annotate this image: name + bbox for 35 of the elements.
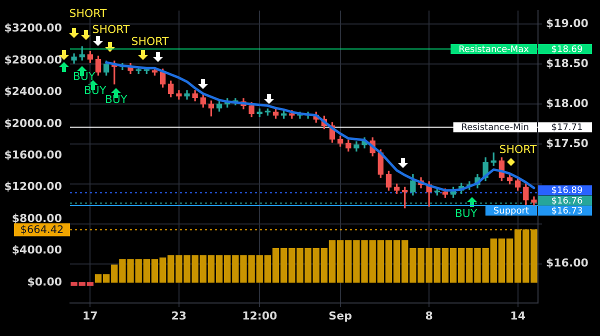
y2-tick-label: $16.73: [551, 206, 583, 216]
annotation: BUY: [454, 206, 478, 220]
x-tick-label: 12:00: [242, 309, 278, 322]
y-tick-label: $1600.00: [4, 148, 62, 162]
ref-line-label: Resistance-Max: [458, 44, 530, 55]
y2-tick-label: $16.00: [546, 256, 589, 270]
y2-tick-label: $16.89: [551, 186, 584, 196]
x-tick-label: 23: [171, 309, 187, 322]
y-tick-label: $3200.00: [4, 22, 62, 35]
x-tick-label: 14: [510, 309, 526, 322]
ref-line-label: Support: [493, 206, 530, 216]
y2-tick-label: $16.76: [551, 196, 584, 206]
ref-line-label: Resistance-Min: [461, 123, 529, 134]
y2-tick-label: $18.50: [546, 56, 589, 70]
x-tick-label: 8: [425, 309, 433, 322]
x-tick-label: Sep: [328, 309, 352, 322]
annotation: BUY: [104, 92, 128, 106]
y2-tick-label: $18.00: [546, 96, 589, 110]
y-tick-label: $664.42: [20, 224, 64, 236]
y2-tick-label: $17.71: [551, 123, 583, 134]
y2-tick-label: $17.50: [546, 136, 589, 150]
y2-tick-label: $18.69: [551, 44, 584, 55]
annotation: SHORT: [499, 142, 538, 156]
annotation: SHORT: [92, 22, 130, 36]
y2-tick-label: $19.00: [546, 17, 589, 30]
x-tick-label: 17: [82, 309, 98, 322]
y-tick-label: $1200.00: [4, 180, 62, 194]
y-tick-label: $0.00: [27, 275, 62, 288]
annotation: SHORT: [131, 34, 170, 48]
y-tick-label: $2400.00: [4, 85, 62, 98]
y-tick-label: $2800.00: [4, 53, 62, 66]
y-tick-label: $400.00: [12, 244, 62, 257]
annotation: SHORT: [69, 6, 108, 20]
y-tick-label: $2000.00: [4, 116, 62, 130]
y-tick-label: $800.00: [12, 212, 62, 225]
